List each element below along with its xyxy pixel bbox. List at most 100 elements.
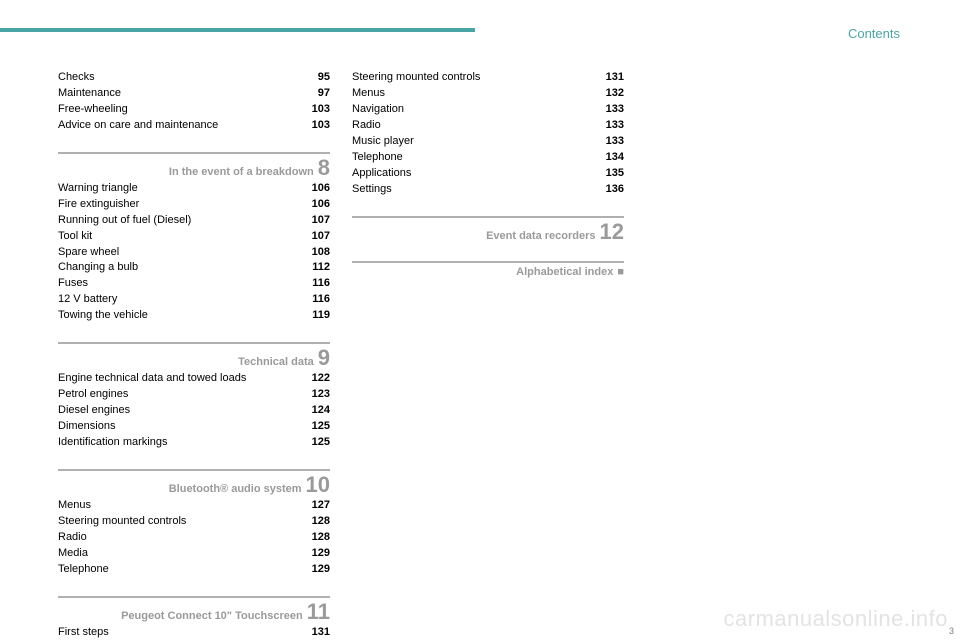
toc-entry: Checks95 xyxy=(58,70,330,86)
section-title: Technical data xyxy=(238,356,314,368)
toc-entry-page: 129 xyxy=(304,546,330,562)
toc-entry-page: 125 xyxy=(304,435,330,451)
section-header: Bluetooth® audio system10 xyxy=(58,474,330,496)
toc-section: In the event of a breakdown 8 Warning tria… xyxy=(58,152,330,324)
toc-entry-label: Fire extinguisher xyxy=(58,197,304,213)
section-title: Alphabetical index xyxy=(516,266,613,278)
toc-entry-label: Towing the vehicle xyxy=(58,308,304,324)
section-number: 9 xyxy=(318,347,330,369)
section-title: In the event of a breakdown xyxy=(169,166,314,178)
toc-entry-label: Steering mounted controls xyxy=(58,514,304,530)
toc-entry: 12 V battery116 xyxy=(58,292,330,308)
section-title: Event data recorders xyxy=(486,230,595,242)
toc-entry-label: Engine technical data and towed loads xyxy=(58,371,304,387)
toc-entry-page: 103 xyxy=(304,118,330,134)
toc-entry: Telephone134 xyxy=(352,150,624,166)
section-bullet-icon: ■ xyxy=(617,267,624,278)
toc-entry-label: 12 V battery xyxy=(58,292,304,308)
toc-entry-page: 103 xyxy=(304,102,330,118)
toc-entry-label: Menus xyxy=(58,498,304,514)
header-accent-bar xyxy=(0,28,475,32)
section-divider xyxy=(352,216,624,218)
toc-entry-label: Spare wheel xyxy=(58,245,304,261)
toc-entry-label: Tool kit xyxy=(58,229,304,245)
toc-entry-label: Settings xyxy=(352,182,598,198)
toc-entry-label: Running out of fuel (Diesel) xyxy=(58,213,304,229)
section-divider xyxy=(58,596,330,598)
toc-entry-page: 131 xyxy=(598,70,624,86)
toc-entry-page: 108 xyxy=(304,245,330,261)
toc-entry-page: 124 xyxy=(304,403,330,419)
toc-entry-page: 136 xyxy=(598,182,624,198)
toc-section: Event data recorders 12 xyxy=(352,216,624,243)
toc-entry-page: 125 xyxy=(304,419,330,435)
toc-entry: Menus132 xyxy=(352,86,624,102)
section-number: 12 xyxy=(600,221,624,243)
section-number: 8 xyxy=(318,157,330,179)
toc-entry-page: 107 xyxy=(304,229,330,245)
toc-entry: Menus127 xyxy=(58,498,330,514)
section-header: Peugeot Connect 10" Touchscreen11 xyxy=(58,601,330,623)
toc-entry-page: 106 xyxy=(304,197,330,213)
toc-entry-label: Fuses xyxy=(58,276,304,292)
section-number: 11 xyxy=(307,601,330,623)
toc-entry-label: Warning triangle xyxy=(58,181,304,197)
toc-entry: Fuses116 xyxy=(58,276,330,292)
toc-entry-page: 116 xyxy=(304,292,330,308)
toc-entry: Spare wheel108 xyxy=(58,245,330,261)
toc-entry: Settings136 xyxy=(352,182,624,198)
toc-entry-label: Navigation xyxy=(352,102,598,118)
toc-entry: Navigation133 xyxy=(352,102,624,118)
toc-entry: Media129 xyxy=(58,546,330,562)
section-header: Event data recorders 12 xyxy=(352,221,624,243)
toc-entry-page: 116 xyxy=(304,276,330,292)
toc-entry: Music player133 xyxy=(352,134,624,150)
toc-entry-page: 127 xyxy=(304,498,330,514)
toc-entry-page: 107 xyxy=(304,213,330,229)
toc-entry-label: Steering mounted controls xyxy=(352,70,598,86)
toc-entry-page: 112 xyxy=(304,260,330,276)
toc-entry-page: 131 xyxy=(304,625,330,641)
toc-section: Alphabetical index ■ xyxy=(352,261,624,278)
toc-entry-page: 133 xyxy=(598,134,624,150)
toc-column-2: Steering mounted controls131Menus132Navi… xyxy=(352,70,624,641)
toc-entry-label: Telephone xyxy=(352,150,598,166)
toc-entry: Maintenance97 xyxy=(58,86,330,102)
toc-columns: Checks95Maintenance97Free-wheeling103Adv… xyxy=(58,70,624,641)
toc-entry-label: Radio xyxy=(58,530,304,546)
toc-entry-label: Music player xyxy=(352,134,598,150)
section-number: 10 xyxy=(306,474,330,496)
toc-entry-label: Changing a bulb xyxy=(58,260,304,276)
header-contents-label: Contents xyxy=(848,26,900,41)
toc-entry: Free-wheeling103 xyxy=(58,102,330,118)
section-header: Alphabetical index ■ xyxy=(352,266,624,278)
toc-entry-page: 128 xyxy=(304,514,330,530)
toc-entry-page: 97 xyxy=(310,86,330,102)
section-divider xyxy=(352,261,624,263)
toc-entry: Telephone129 xyxy=(58,562,330,578)
toc-section: Peugeot Connect 10" Touchscreen11First s… xyxy=(58,596,330,641)
toc-entry: Engine technical data and towed loads122 xyxy=(58,371,330,387)
toc-entry-label: Maintenance xyxy=(58,86,310,102)
toc-entry-label: Telephone xyxy=(58,562,304,578)
toc-entry-label: Dimensions xyxy=(58,419,304,435)
toc-entry: Towing the vehicle119 xyxy=(58,308,330,324)
toc-entry-page: 133 xyxy=(598,118,624,134)
toc-entry-page: 128 xyxy=(304,530,330,546)
toc-entry-page: 123 xyxy=(304,387,330,403)
toc-entry-page: 134 xyxy=(598,150,624,166)
section-divider xyxy=(58,469,330,471)
toc-entry: Dimensions125 xyxy=(58,419,330,435)
toc-entry: Steering mounted controls128 xyxy=(58,514,330,530)
toc-entry-label: Identification markings xyxy=(58,435,304,451)
toc-entry: Diesel engines124 xyxy=(58,403,330,419)
toc-entry-page: 95 xyxy=(310,70,330,86)
toc-entry-page: 133 xyxy=(598,102,624,118)
toc-section: Bluetooth® audio system10 Menus127Steerin… xyxy=(58,469,330,578)
toc-entry-label: Media xyxy=(58,546,304,562)
toc-entry: Advice on care and maintenance103 xyxy=(58,118,330,134)
toc-entry: Petrol engines123 xyxy=(58,387,330,403)
toc-column-1: Checks95Maintenance97Free-wheeling103Adv… xyxy=(58,70,330,641)
toc-entry: Radio133 xyxy=(352,118,624,134)
toc-entry: Steering mounted controls131 xyxy=(352,70,624,86)
